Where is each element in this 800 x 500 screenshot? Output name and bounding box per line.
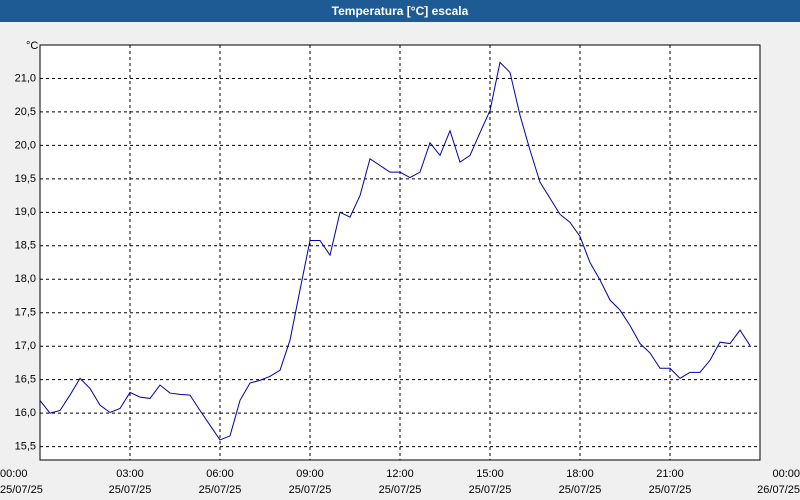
y-axis-label: °C [26, 40, 38, 52]
y-tick-label: 17,0 [15, 340, 36, 352]
y-tick-label: 17,5 [15, 307, 36, 319]
x-tick-date: 25/07/25 [469, 484, 512, 496]
x-tick-label: 09:00 [296, 468, 324, 480]
y-tick-label: 16,0 [15, 407, 36, 419]
x-tick-label: 00:00 [772, 468, 800, 480]
line [39, 61, 751, 441]
x-tick-date: 25/07/25 [109, 484, 152, 496]
y-tick-label: 19,0 [15, 206, 36, 218]
x-tick-date: 25/07/25 [649, 484, 692, 496]
x-tick-label: 15:00 [476, 468, 504, 480]
title-bar: Temperatura [°C] escala [0, 0, 800, 22]
plot-border [39, 44, 761, 461]
x-tick-label: 18:00 [566, 468, 594, 480]
x-tick-date: 25/07/25 [199, 484, 242, 496]
y-tick-label: 21,0 [15, 72, 36, 84]
x-tick-date: 25/07/25 [0, 484, 43, 496]
y-tick-label: 18,5 [15, 240, 36, 252]
x-tick-label: 12:00 [386, 468, 414, 480]
x-tick-date: 25/07/25 [379, 484, 422, 496]
y-tick-label: 20,0 [15, 139, 36, 151]
y-tick-label: 16,5 [15, 374, 36, 386]
y-tick-label: 15,5 [15, 441, 36, 453]
x-tick-date: 25/07/25 [559, 484, 602, 496]
x-tick-date: 25/07/25 [289, 484, 332, 496]
x-tick-date: 26/07/25 [757, 484, 800, 496]
y-tick-label: 19,5 [15, 173, 36, 185]
chart: °C 15,5 16,0 16,5 17,0 17,5 18,0 18,5 19,0 19,5 2… [0, 40, 800, 496]
x-tick-label: 00:00 [0, 468, 28, 480]
y-tick-label: 20,5 [15, 106, 36, 118]
plot-area [40, 45, 760, 460]
x-tick-label: 21:00 [656, 468, 684, 480]
x-tick-label: 03:00 [116, 468, 144, 480]
y-tick-label: 18,0 [15, 273, 36, 285]
x-tick-label: 06:00 [206, 468, 234, 480]
